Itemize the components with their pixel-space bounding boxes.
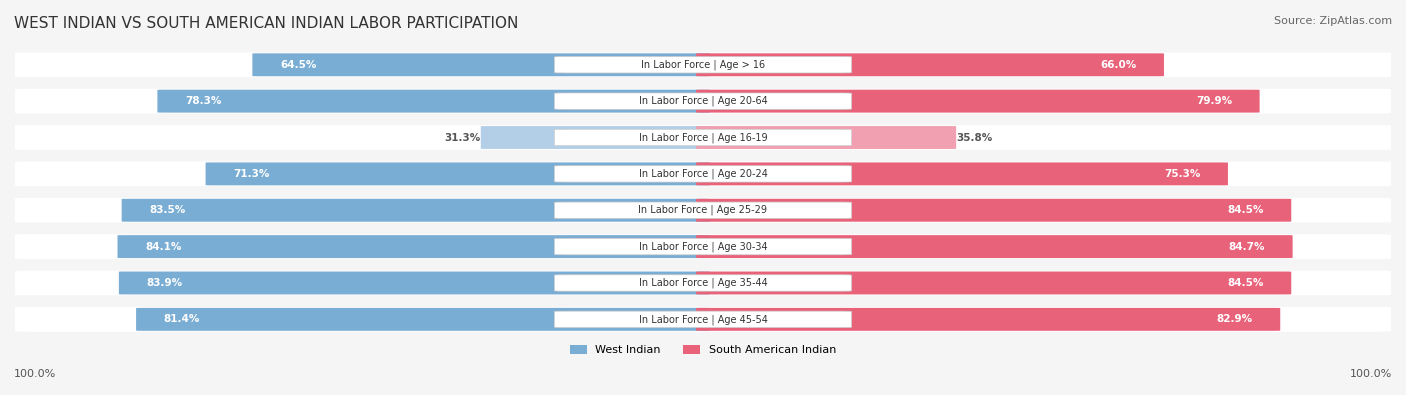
FancyBboxPatch shape: [15, 162, 1391, 186]
FancyBboxPatch shape: [120, 271, 710, 294]
Text: 64.5%: 64.5%: [280, 60, 316, 70]
Text: In Labor Force | Age 30-34: In Labor Force | Age 30-34: [638, 241, 768, 252]
Text: 35.8%: 35.8%: [956, 132, 993, 143]
Text: 100.0%: 100.0%: [1350, 369, 1392, 379]
Text: In Labor Force | Age 16-19: In Labor Force | Age 16-19: [638, 132, 768, 143]
FancyBboxPatch shape: [15, 89, 1391, 113]
Text: 31.3%: 31.3%: [444, 132, 481, 143]
Text: 81.4%: 81.4%: [163, 314, 200, 324]
Text: 83.5%: 83.5%: [149, 205, 186, 215]
FancyBboxPatch shape: [554, 311, 852, 327]
FancyBboxPatch shape: [15, 307, 1391, 332]
FancyBboxPatch shape: [481, 126, 710, 149]
FancyBboxPatch shape: [696, 271, 1291, 294]
FancyBboxPatch shape: [15, 125, 1391, 150]
FancyBboxPatch shape: [15, 198, 1391, 223]
Text: Source: ZipAtlas.com: Source: ZipAtlas.com: [1274, 16, 1392, 26]
Text: In Labor Force | Age 35-44: In Labor Force | Age 35-44: [638, 278, 768, 288]
Text: In Labor Force | Age 25-29: In Labor Force | Age 25-29: [638, 205, 768, 216]
FancyBboxPatch shape: [554, 93, 852, 109]
Text: 84.1%: 84.1%: [145, 242, 181, 252]
FancyBboxPatch shape: [696, 162, 1227, 185]
Text: 78.3%: 78.3%: [186, 96, 221, 106]
FancyBboxPatch shape: [696, 235, 1292, 258]
Text: 75.3%: 75.3%: [1164, 169, 1201, 179]
FancyBboxPatch shape: [157, 90, 710, 113]
Legend: West Indian, South American Indian: West Indian, South American Indian: [569, 345, 837, 355]
Text: In Labor Force | Age 45-54: In Labor Force | Age 45-54: [638, 314, 768, 325]
Text: 82.9%: 82.9%: [1216, 314, 1253, 324]
Text: In Labor Force | Age 20-64: In Labor Force | Age 20-64: [638, 96, 768, 106]
Text: 100.0%: 100.0%: [14, 369, 56, 379]
Text: 84.5%: 84.5%: [1227, 278, 1264, 288]
FancyBboxPatch shape: [554, 56, 852, 73]
FancyBboxPatch shape: [696, 308, 1281, 331]
FancyBboxPatch shape: [118, 235, 710, 258]
FancyBboxPatch shape: [554, 202, 852, 218]
Text: 83.9%: 83.9%: [146, 278, 183, 288]
Text: 79.9%: 79.9%: [1197, 96, 1232, 106]
FancyBboxPatch shape: [15, 271, 1391, 295]
Text: In Labor Force | Age > 16: In Labor Force | Age > 16: [641, 60, 765, 70]
Text: In Labor Force | Age 20-24: In Labor Force | Age 20-24: [638, 169, 768, 179]
Text: 71.3%: 71.3%: [233, 169, 270, 179]
Text: 84.7%: 84.7%: [1229, 242, 1265, 252]
FancyBboxPatch shape: [205, 162, 710, 185]
FancyBboxPatch shape: [554, 129, 852, 146]
FancyBboxPatch shape: [554, 166, 852, 182]
FancyBboxPatch shape: [252, 53, 710, 76]
Text: 66.0%: 66.0%: [1099, 60, 1136, 70]
FancyBboxPatch shape: [136, 308, 710, 331]
FancyBboxPatch shape: [696, 90, 1260, 113]
FancyBboxPatch shape: [15, 234, 1391, 259]
FancyBboxPatch shape: [554, 239, 852, 255]
FancyBboxPatch shape: [696, 126, 956, 149]
FancyBboxPatch shape: [696, 53, 1164, 76]
FancyBboxPatch shape: [554, 275, 852, 291]
Text: WEST INDIAN VS SOUTH AMERICAN INDIAN LABOR PARTICIPATION: WEST INDIAN VS SOUTH AMERICAN INDIAN LAB…: [14, 16, 519, 31]
FancyBboxPatch shape: [15, 53, 1391, 77]
FancyBboxPatch shape: [122, 199, 710, 222]
Text: 84.5%: 84.5%: [1227, 205, 1264, 215]
FancyBboxPatch shape: [696, 199, 1291, 222]
